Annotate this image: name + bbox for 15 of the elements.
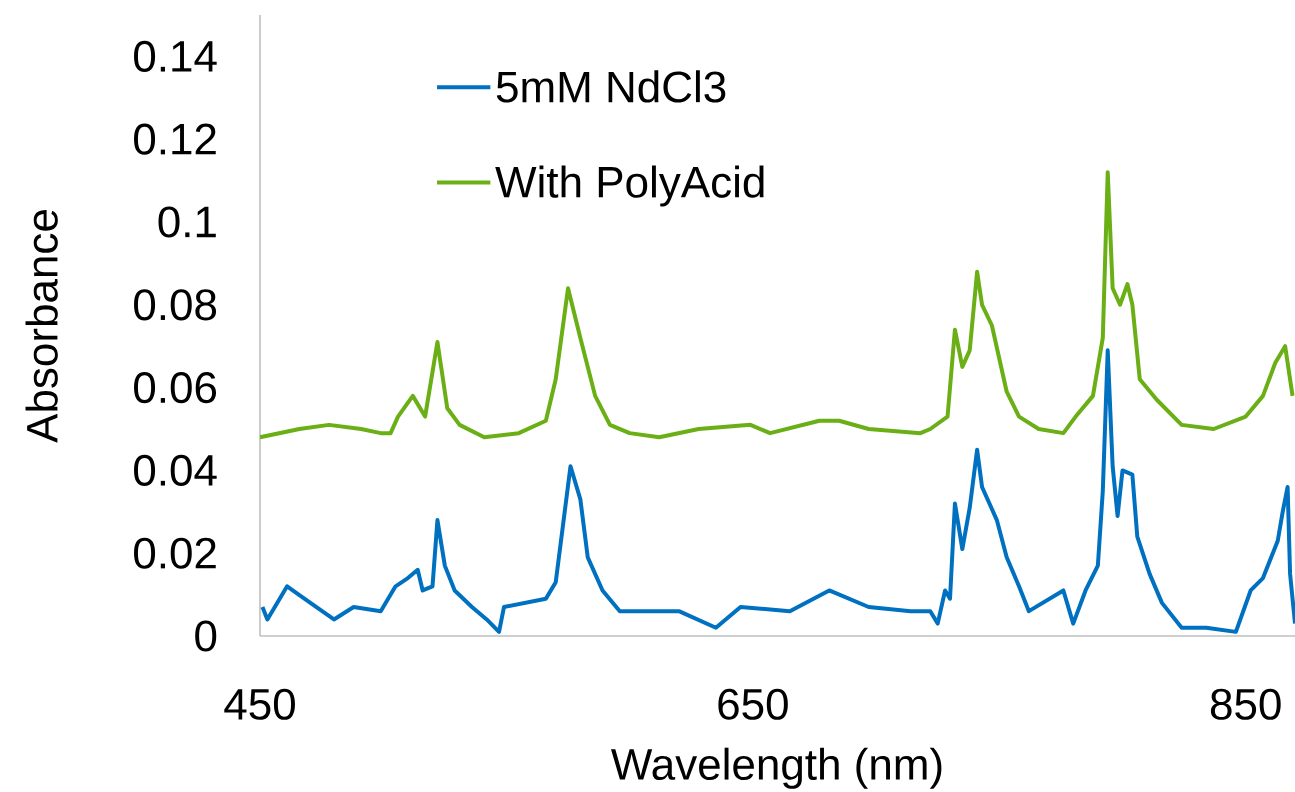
y-tick-label: 0.08 (134, 289, 217, 321)
legend-label: With PolyAcid (495, 165, 764, 207)
y-tick-label: 0.02 (134, 537, 216, 569)
legend-label: 5mM NdCl3 (496, 70, 726, 103)
y-tick-label: 0.06 (134, 372, 217, 404)
x-tick-label: 850 (1210, 688, 1281, 720)
y-tick-label: 0.12 (134, 123, 216, 155)
x-tick-label: 450 (224, 688, 295, 720)
y-axis-title: Absorbance (25, 210, 58, 443)
y-tick-label: 0 (195, 620, 217, 652)
x-axis-title: Wavelength (nm) (611, 747, 942, 789)
y-tick-label: 0.04 (134, 454, 217, 486)
x-tick-label: 650 (718, 688, 788, 720)
y-tick-label: 0.14 (134, 40, 217, 72)
y-tick-label: 0.1 (158, 206, 216, 238)
